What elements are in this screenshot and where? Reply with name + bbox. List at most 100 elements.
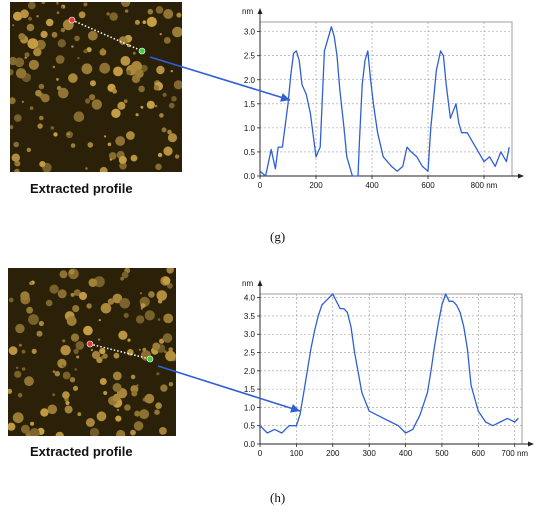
profile-end-marker	[146, 355, 154, 363]
afm-particle	[130, 385, 139, 394]
afm-particle	[161, 127, 167, 133]
afm-particle	[26, 23, 35, 32]
afm-particle	[21, 349, 26, 354]
afm-particle	[131, 390, 138, 397]
afm-particle	[140, 105, 144, 109]
x-tick-label: 700 nm	[501, 449, 528, 458]
y-axis-unit: nm	[242, 7, 253, 16]
afm-particle	[58, 87, 69, 99]
afm-particle	[103, 391, 108, 395]
afm-particle	[100, 303, 112, 314]
afm-particle	[109, 12, 118, 21]
afm-particle	[21, 424, 30, 434]
afm-particle	[56, 85, 62, 91]
afm-particle	[8, 346, 18, 355]
afm-particle	[73, 111, 85, 122]
afm-particle	[157, 299, 163, 304]
afm-particle	[120, 276, 124, 281]
x-axis-arrow	[518, 173, 524, 179]
afm-particle	[8, 422, 16, 431]
afm-particle	[130, 374, 136, 380]
afm-particle	[142, 20, 147, 25]
x-tick-label: 100	[290, 449, 304, 458]
profile-start-marker	[68, 16, 76, 24]
afm-particle	[10, 97, 16, 105]
afm-particle	[16, 366, 19, 369]
afm-image-canvas	[10, 2, 182, 172]
afm-particle	[163, 350, 167, 354]
afm-particle	[138, 348, 141, 351]
afm-particle	[38, 320, 44, 327]
afm-particle	[52, 370, 56, 373]
afm-particle	[45, 299, 53, 307]
afm-particle	[26, 147, 31, 153]
afm-particle	[64, 405, 73, 414]
afm-particle	[24, 376, 34, 387]
connector-arrow	[157, 365, 301, 412]
afm-particle	[167, 129, 172, 135]
afm-particle	[56, 2, 59, 5]
afm-particle	[62, 339, 66, 343]
afm-particle	[14, 168, 20, 172]
afm-particle	[112, 383, 122, 392]
afm-particle	[47, 404, 58, 415]
afm-particle	[155, 402, 162, 409]
afm-particle	[144, 310, 155, 321]
x-axis-arrow	[528, 441, 534, 447]
afm-particle	[167, 133, 178, 143]
profile-scan-line	[71, 19, 143, 52]
afm-particle	[157, 152, 163, 158]
afm-particle	[112, 88, 117, 94]
afm-particle	[36, 330, 43, 337]
afm-particle	[76, 355, 80, 359]
profile-series-line	[259, 26, 510, 177]
x-tick-label: 500	[435, 449, 449, 458]
profile-end-marker	[138, 47, 146, 55]
afm-particle	[35, 89, 42, 97]
afm-particle	[55, 55, 65, 64]
afm-particle	[119, 162, 127, 170]
afm-particle	[29, 106, 34, 110]
afm-particle	[173, 80, 182, 90]
y-tick-label: 2.0	[244, 76, 256, 85]
afm-particle	[123, 312, 129, 319]
afm-particle	[29, 428, 40, 436]
afm-particle	[106, 12, 110, 16]
afm-particle	[87, 142, 94, 148]
afm-particle	[115, 415, 122, 422]
afm-particle	[89, 94, 96, 101]
afm-particle	[104, 135, 107, 138]
afm-particle	[131, 61, 142, 72]
afm-particle	[83, 325, 93, 336]
afm-particle	[56, 11, 60, 15]
afm-particle	[36, 15, 39, 18]
afm-particle	[20, 9, 29, 19]
afm-particle	[138, 85, 145, 93]
y-tick-label: 2.5	[244, 52, 256, 61]
y-axis-arrow	[257, 280, 263, 286]
height-profile-chart: nm 0.0 0.5 1.0 1.5 2.0 2.5 3.0 0 200 400 600 800 nm	[149, 7, 524, 190]
afm-particle	[134, 19, 140, 25]
afm-particle	[170, 69, 173, 73]
x-tick-label: 600	[472, 449, 486, 458]
afm-particle	[155, 163, 162, 171]
afm-particle	[77, 56, 80, 60]
x-tick-label: 200	[326, 449, 340, 458]
afm-particle	[13, 11, 23, 21]
afm-particle	[28, 16, 32, 21]
afm-particle	[120, 56, 131, 66]
afm-particle	[133, 421, 144, 431]
afm-particle	[118, 330, 128, 340]
afm-particle	[65, 400, 70, 406]
afm-particle	[112, 393, 121, 402]
afm-particle	[156, 372, 160, 376]
afm-particle	[116, 408, 120, 412]
profile-start-marker	[86, 340, 94, 348]
afm-particle	[28, 314, 39, 325]
y-tick-label: 3.0	[244, 28, 256, 37]
afm-particle	[85, 167, 88, 170]
afm-particle	[74, 368, 77, 371]
afm-particle	[78, 11, 86, 19]
afm-particle	[174, 154, 180, 159]
afm-particle	[147, 8, 154, 15]
